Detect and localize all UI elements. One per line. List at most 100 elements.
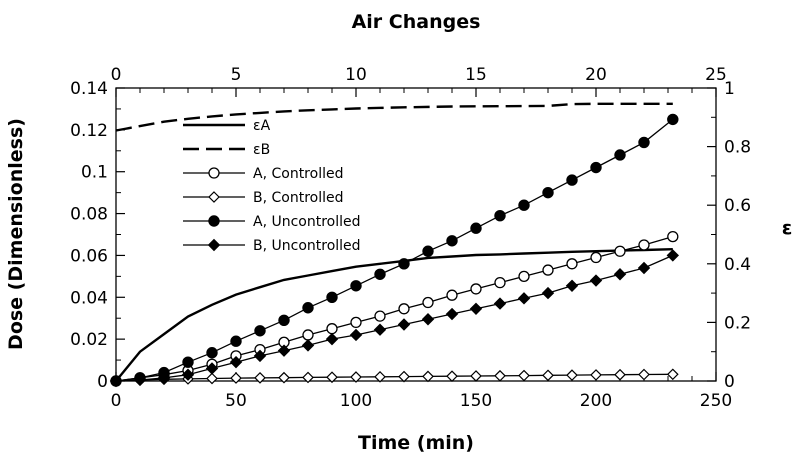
y-tick-label: 0.04 — [70, 288, 108, 308]
data-point — [229, 355, 243, 369]
series-a-controlled — [110, 230, 679, 387]
data-point — [422, 296, 434, 309]
series-line — [115, 373, 673, 382]
data-point — [349, 328, 363, 342]
data-point — [254, 325, 266, 337]
data-point — [614, 368, 626, 381]
data-point — [301, 339, 315, 352]
data-point — [666, 249, 680, 262]
data-point — [589, 274, 603, 287]
data-point — [374, 370, 386, 383]
data-point — [566, 174, 578, 186]
data-point — [157, 371, 171, 385]
data-point — [518, 199, 530, 211]
data-point — [350, 280, 362, 292]
y-tick-label: 0.08 — [70, 205, 108, 225]
data-point — [494, 369, 506, 382]
legend-swatch-marker — [208, 167, 220, 179]
data-point — [206, 372, 218, 385]
y-axis-title: Dose (Dimensionless) — [5, 118, 27, 350]
data-point — [446, 370, 458, 383]
data-point — [638, 239, 650, 251]
data-point — [398, 303, 410, 315]
data-point — [613, 268, 627, 281]
data-point — [446, 289, 458, 301]
data-point — [565, 279, 579, 292]
data-point — [494, 209, 506, 222]
legend-label: εB — [253, 142, 270, 158]
x-tick-label: 150 — [460, 391, 492, 411]
data-point — [278, 371, 290, 384]
data-point — [230, 372, 242, 384]
data-point — [421, 313, 435, 326]
data-point — [374, 268, 386, 280]
data-point — [326, 291, 338, 303]
data-point — [398, 370, 410, 383]
y-tick-label: 0 — [97, 372, 108, 392]
data-point — [638, 136, 650, 149]
y-tick-label: 0.1 — [81, 163, 108, 183]
x-tick-label: 200 — [580, 391, 612, 411]
series-line — [115, 248, 673, 382]
data-point — [302, 302, 314, 314]
data-point — [397, 318, 411, 331]
x2-tick-label: 10 — [345, 65, 367, 85]
y-tick-label: 0.14 — [70, 79, 108, 99]
series-b-controlled — [110, 368, 679, 387]
series-line — [115, 102, 673, 132]
data-point — [666, 368, 679, 381]
y-tick-label: 0.06 — [70, 246, 108, 266]
data-point — [422, 370, 434, 383]
data-point — [614, 245, 626, 257]
legend-item: εA — [183, 118, 271, 134]
x-tick-label: 250 — [700, 391, 732, 411]
data-point — [590, 369, 602, 381]
x-tick-label: 50 — [225, 391, 247, 411]
data-point — [278, 314, 290, 327]
x2-tick-label: 5 — [231, 65, 242, 85]
legend-swatch-marker — [208, 215, 220, 227]
legend-item: B, Controlled — [183, 190, 344, 206]
legend-item: A, Controlled — [183, 166, 343, 182]
data-point — [373, 323, 387, 336]
legend-label: A, Controlled — [253, 166, 343, 182]
y2-axis-title: ε — [782, 217, 793, 239]
data-point — [566, 369, 578, 381]
data-point — [398, 258, 410, 270]
legend-label: A, Uncontrolled — [253, 214, 361, 230]
data-point — [493, 297, 507, 310]
y2-tick-label: 1 — [724, 79, 735, 99]
legend-item: A, Uncontrolled — [183, 214, 361, 230]
x-tick-label: 0 — [111, 391, 122, 411]
data-point — [614, 149, 626, 161]
x2-axis-title: Air Changes — [352, 11, 481, 33]
data-point — [205, 362, 219, 375]
legend-swatch-marker — [208, 191, 220, 203]
data-point — [638, 368, 650, 381]
x2-tick-label: 20 — [585, 65, 607, 85]
data-point — [325, 332, 339, 346]
data-point — [517, 292, 531, 305]
data-point — [254, 372, 266, 384]
data-point — [590, 161, 602, 174]
data-point — [302, 371, 314, 384]
x-tick-label: 100 — [340, 391, 372, 411]
y-tick-label: 0.12 — [70, 121, 108, 141]
data-point — [469, 302, 483, 316]
data-point — [542, 186, 554, 199]
data-point — [446, 235, 458, 247]
data-point — [230, 335, 242, 347]
data-point — [445, 307, 459, 321]
data-point — [109, 374, 123, 388]
data-point — [206, 347, 218, 359]
data-point — [667, 230, 679, 243]
series-a — [115, 248, 673, 382]
legend-label: εA — [253, 118, 271, 134]
legend-item: B, Uncontrolled — [183, 238, 361, 254]
data-point — [326, 371, 338, 384]
data-point — [277, 344, 291, 357]
x2-tick-label: 15 — [465, 65, 487, 85]
data-point — [518, 270, 530, 283]
legend-swatch-marker — [207, 238, 221, 252]
